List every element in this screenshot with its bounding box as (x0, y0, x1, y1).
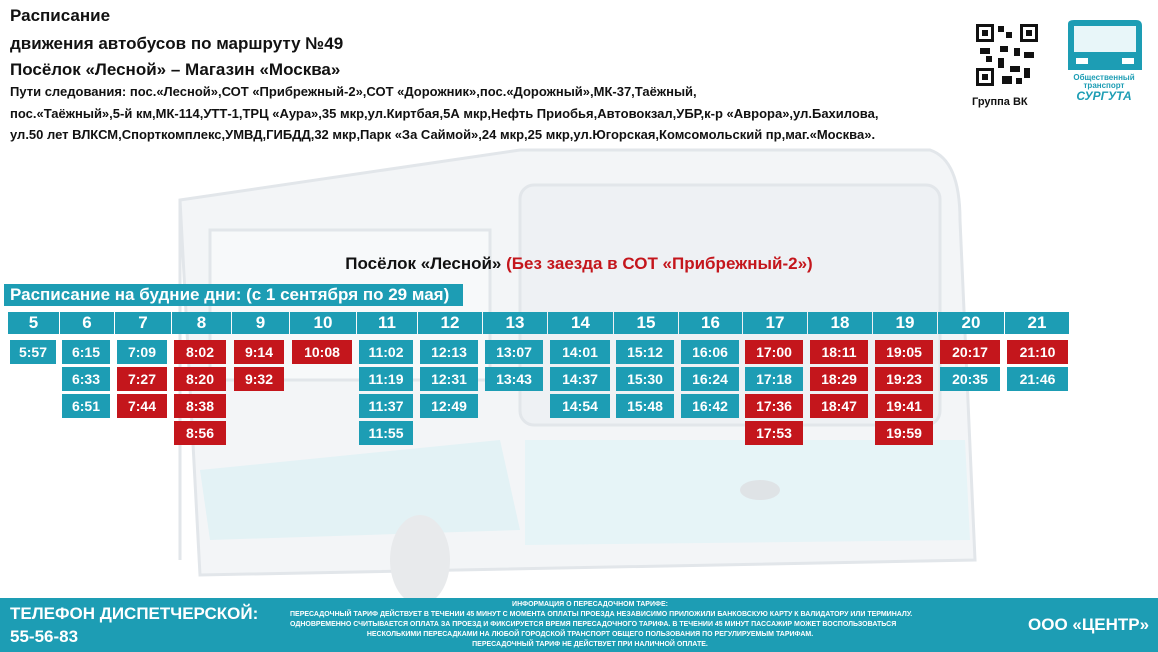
departure-time: 7:09 (117, 340, 167, 364)
departure-time: 19:05 (875, 340, 933, 364)
departure-time: 21:10 (1007, 340, 1068, 364)
departure-time: 6:15 (62, 340, 110, 364)
departure-time: 20:35 (940, 367, 1000, 391)
departure-time: 19:41 (875, 394, 933, 418)
departure-time: 12:31 (420, 367, 478, 391)
hour-header: 5 (8, 312, 59, 334)
departure-time: 15:30 (616, 367, 674, 391)
departure-time: 17:00 (745, 340, 803, 364)
departure-time: 12:13 (420, 340, 478, 364)
route-line: Пути следования: пос.«Лесной»,СОТ «Прибр… (10, 84, 697, 99)
phone-label: ТЕЛЕФОН ДИСПЕТЧЕРСКОЙ: (10, 604, 259, 623)
title-line: Посёлок «Лесной» – Магазин «Москва» (10, 60, 341, 79)
departure-time: 15:48 (616, 394, 674, 418)
departure-time: 14:37 (550, 367, 610, 391)
logo-text: Общественный транспорт СУРГУТА (1064, 73, 1144, 103)
logo-line: транспорт (1083, 81, 1125, 90)
departure-time: 11:19 (359, 367, 413, 391)
departure-time: 18:29 (810, 367, 868, 391)
departure-time: 12:49 (420, 394, 478, 418)
info-line: НЕСКОЛЬКИМИ ПЕРЕСАДКАМИ НА ЛЮБОЙ ГОРОДСК… (366, 631, 814, 638)
hour-header: 6 (60, 312, 114, 334)
departure-time: 14:01 (550, 340, 610, 364)
info-line: ОДНОВРЕМЕННО СЧИТЫВАЕТСЯ ОПЛАТА ЗА ПРОЕЗ… (290, 621, 897, 628)
title-line: Расписание (10, 6, 111, 25)
departure-time: 11:55 (359, 421, 413, 445)
departure-time: 11:37 (359, 394, 413, 418)
departure-time: 8:56 (174, 421, 226, 445)
departure-time: 19:23 (875, 367, 933, 391)
hour-header: 12 (418, 312, 482, 334)
departure-time: 16:24 (681, 367, 739, 391)
departure-time: 21:46 (1007, 367, 1068, 391)
hour-header: 16 (679, 312, 742, 334)
route-line: пос.«Таёжный»,5-й км,МК-114,УТТ-1,ТРЦ «А… (10, 106, 879, 121)
departure-time: 11:02 (359, 340, 413, 364)
title-line: движения автобусов по маршруту №49 (10, 34, 344, 53)
departure-time: 13:43 (485, 367, 543, 391)
departure-time: 8:38 (174, 394, 226, 418)
hour-header: 15 (614, 312, 678, 334)
departure-time: 14:54 (550, 394, 610, 418)
hour-header: 21 (1005, 312, 1069, 334)
departure-time: 20:17 (940, 340, 1000, 364)
departure-time: 15:12 (616, 340, 674, 364)
qr-label: Группа ВК (972, 96, 1028, 108)
hour-header: 7 (115, 312, 171, 334)
departure-time: 18:47 (810, 394, 868, 418)
departure-time: 7:44 (117, 394, 167, 418)
hour-header: 18 (808, 312, 872, 334)
departure-time: 17:18 (745, 367, 803, 391)
departure-time: 10:08 (292, 340, 352, 364)
departure-time: 16:06 (681, 340, 739, 364)
company: ООО «ЦЕНТР» (1028, 615, 1150, 634)
hour-header: 14 (548, 312, 613, 334)
departure-time: 8:02 (174, 340, 226, 364)
hour-header: 19 (873, 312, 937, 334)
logo-bus (1068, 20, 1142, 70)
stop-name: Посёлок «Лесной» (345, 254, 502, 273)
route-line: ул.50 лет ВЛКСМ,Спорткомплекс,УМВД,ГИБДД… (10, 127, 876, 142)
hour-header: 20 (938, 312, 1004, 334)
info-line: ПЕРЕСАДОЧНЫЙ ТАРИФ НЕ ДЕЙСТВУЕТ ПРИ НАЛИ… (472, 641, 708, 648)
departure-time: 6:33 (62, 367, 110, 391)
hour-header: 10 (290, 312, 356, 334)
hour-header: 13 (483, 312, 547, 334)
departure-time: 9:14 (234, 340, 284, 364)
departure-time: 5:57 (10, 340, 56, 364)
departure-time: 7:27 (117, 367, 167, 391)
stop-note: (Без заезда в СОТ «Прибрежный-2») (506, 254, 813, 273)
schedule-banner: Расписание на будние дни: (с 1 сентября … (4, 284, 464, 306)
departure-time: 9:32 (234, 367, 284, 391)
departure-time: 6:51 (62, 394, 110, 418)
hour-header: 9 (232, 312, 289, 334)
logo-line: СУРГУТА (1076, 89, 1132, 103)
hour-header: 11 (357, 312, 417, 334)
section-heading: Посёлок «Лесной» (Без заезда в СОТ «Приб… (0, 254, 1158, 274)
hour-header: 17 (743, 312, 807, 334)
departure-time: 17:53 (745, 421, 803, 445)
qr-code (974, 22, 1040, 88)
phone: 55-56-83 (10, 627, 79, 646)
departure-time: 19:59 (875, 421, 933, 445)
departure-time: 17:36 (745, 394, 803, 418)
info-line: ИНФОРМАЦИЯ О ПЕРЕСАДОЧНОМ ТАРИФЕ: (512, 601, 668, 608)
info-line: ПЕРЕСАДОЧНЫЙ ТАРИФ ДЕЙСТВУЕТ В ТЕЧЕНИИ 4… (290, 611, 913, 618)
departure-time: 18:11 (810, 340, 868, 364)
footer: ТЕЛЕФОН ДИСПЕТЧЕРСКОЙ: 55-56-83 ИНФОРМАЦ… (0, 598, 1158, 652)
logo-line: Общественный (1073, 73, 1135, 82)
departure-time: 8:20 (174, 367, 226, 391)
hour-header: 8 (172, 312, 231, 334)
departure-time: 13:07 (485, 340, 543, 364)
departure-time: 16:42 (681, 394, 739, 418)
